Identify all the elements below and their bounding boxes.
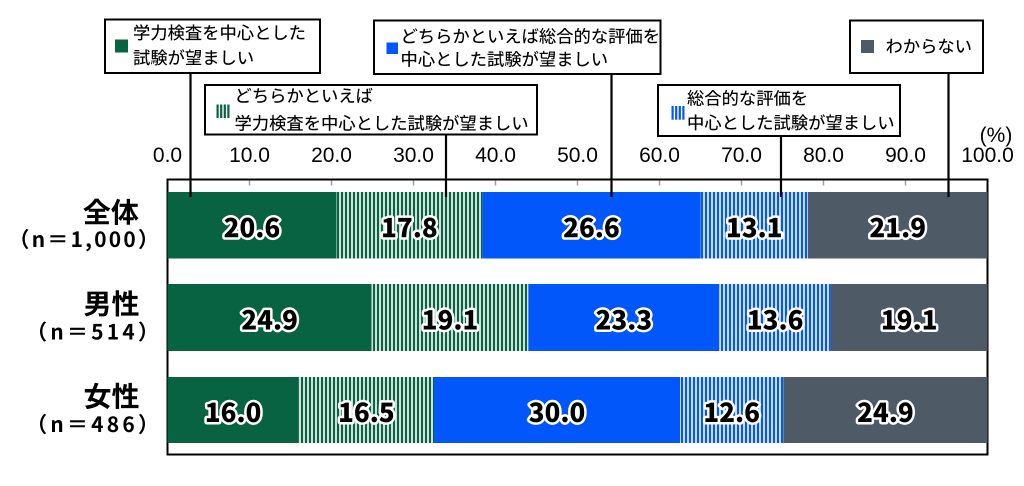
svg-text:(%): (%) <box>980 124 1013 147</box>
svg-text:10.0: 10.0 <box>229 144 270 167</box>
svg-text:30.0: 30.0 <box>393 144 434 167</box>
svg-text:90.0: 90.0 <box>885 144 926 167</box>
svg-text:20.0: 20.0 <box>311 144 352 167</box>
svg-text:40.0: 40.0 <box>475 144 516 167</box>
svg-text:60.0: 60.0 <box>639 144 680 167</box>
svg-text:80.0: 80.0 <box>803 144 844 167</box>
svg-text:50.0: 50.0 <box>557 144 598 167</box>
svg-text:70.0: 70.0 <box>721 144 762 167</box>
svg-text:0.0: 0.0 <box>153 144 182 167</box>
svg-text:100.0: 100.0 <box>961 144 1014 167</box>
